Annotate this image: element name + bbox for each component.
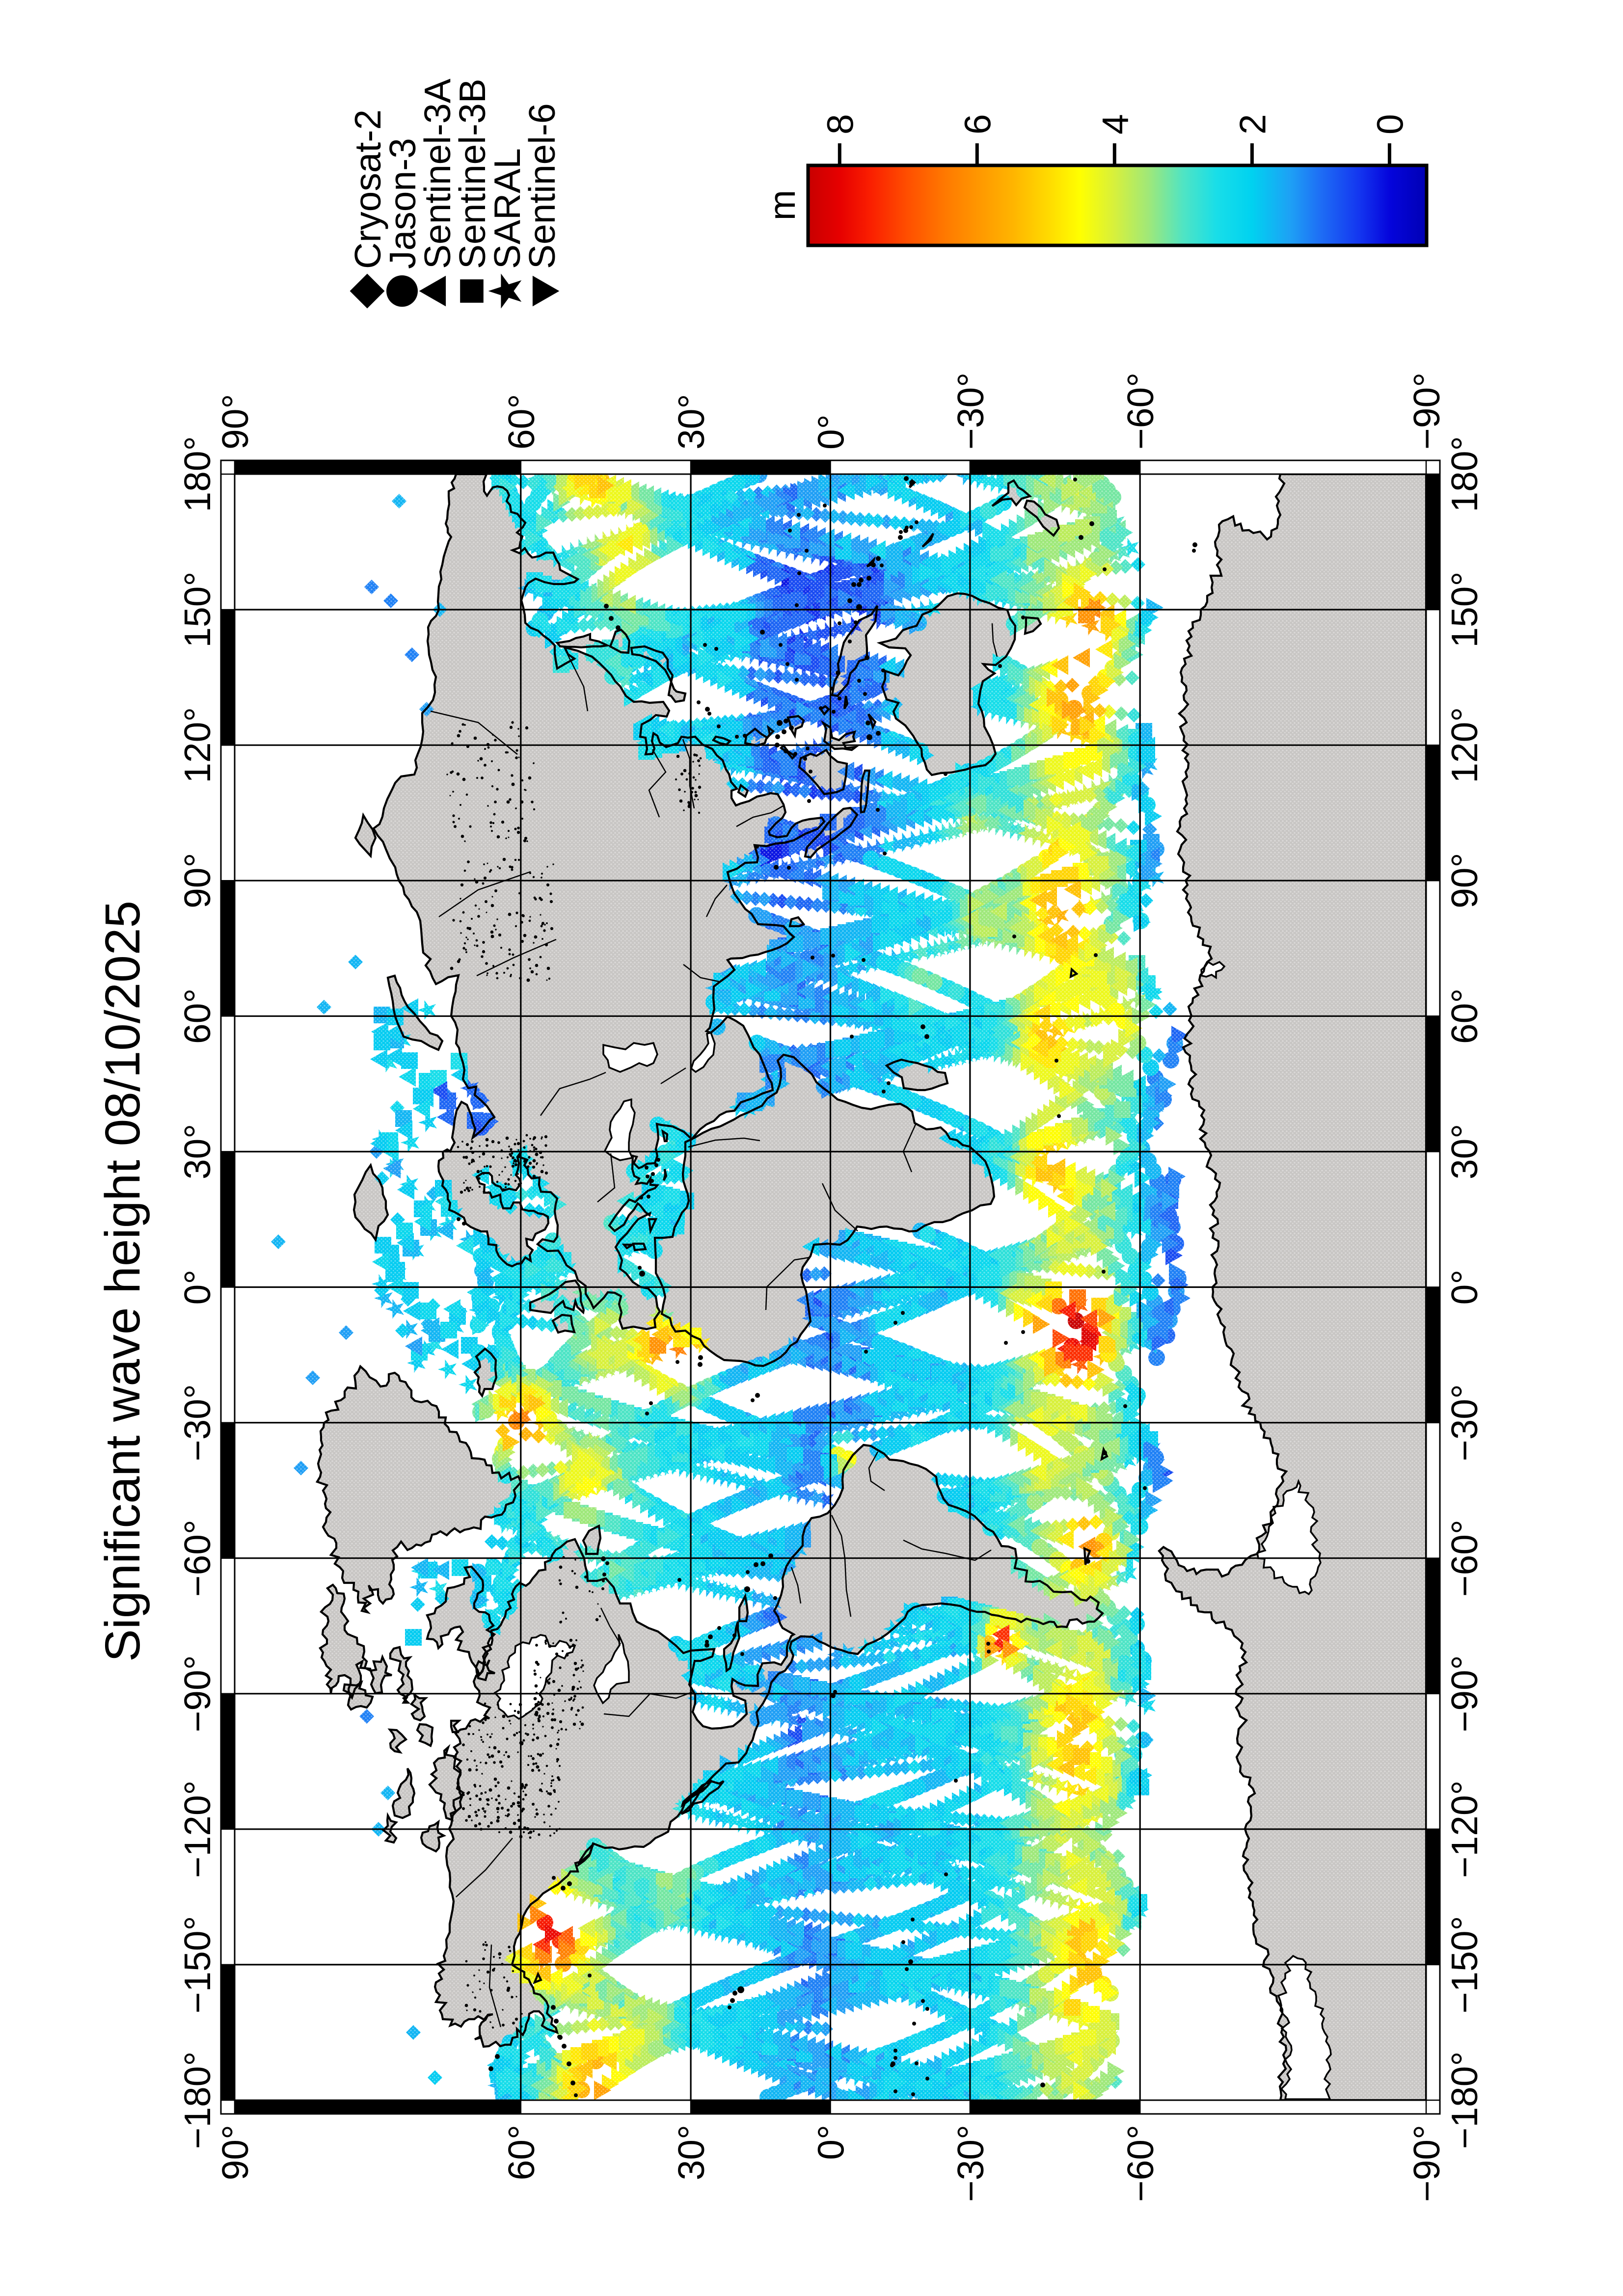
svg-text:90°: 90°	[215, 2125, 256, 2180]
svg-text:−150°: −150°	[1444, 1916, 1485, 2013]
svg-text:150°: 150°	[1444, 572, 1485, 648]
svg-text:−60°: −60°	[1120, 2125, 1161, 2202]
svg-text:−60°: −60°	[177, 1520, 218, 1597]
svg-text:−30°: −30°	[177, 1384, 218, 1461]
svg-text:Sentinel-6: Sentinel-6	[521, 103, 563, 269]
svg-text:Jason-3: Jason-3	[382, 138, 423, 269]
svg-text:SARAL: SARAL	[487, 148, 528, 269]
svg-text:30°: 30°	[177, 1124, 218, 1179]
svg-text:0°: 0°	[811, 414, 852, 450]
svg-text:−90°: −90°	[1406, 2125, 1447, 2202]
svg-text:−90°: −90°	[1444, 1655, 1485, 1732]
svg-text:8: 8	[819, 114, 861, 134]
svg-text:−150°: −150°	[177, 1916, 218, 2013]
svg-text:0: 0	[1369, 114, 1410, 134]
svg-text:90°: 90°	[215, 394, 256, 450]
svg-text:180°: 180°	[177, 436, 218, 512]
svg-text:60°: 60°	[501, 2125, 542, 2180]
svg-text:0°: 0°	[1444, 1270, 1485, 1305]
svg-text:90°: 90°	[1444, 853, 1485, 908]
svg-text:Sentinel-3B: Sentinel-3B	[452, 79, 493, 269]
svg-text:−30°: −30°	[1444, 1384, 1485, 1461]
svg-text:Sentinel-3A: Sentinel-3A	[417, 79, 458, 269]
svg-text:30°: 30°	[671, 2125, 712, 2180]
svg-text:90°: 90°	[177, 853, 218, 908]
svg-text:−90°: −90°	[1406, 373, 1447, 450]
svg-text:−30°: −30°	[950, 373, 991, 450]
svg-text:4: 4	[1094, 114, 1136, 134]
svg-text:m: m	[761, 190, 803, 220]
svg-text:6: 6	[957, 114, 998, 134]
svg-text:30°: 30°	[671, 394, 712, 450]
svg-text:180°: 180°	[1444, 436, 1485, 512]
svg-text:2: 2	[1232, 114, 1273, 134]
svg-text:120°: 120°	[177, 707, 218, 783]
svg-text:−120°: −120°	[1444, 1780, 1485, 1878]
svg-text:120°: 120°	[1444, 707, 1485, 783]
svg-text:Cryosat-2: Cryosat-2	[347, 109, 388, 269]
svg-text:−30°: −30°	[950, 2125, 991, 2202]
svg-text:−60°: −60°	[1120, 373, 1161, 450]
svg-text:150°: 150°	[177, 572, 218, 648]
svg-text:0°: 0°	[177, 1270, 218, 1305]
svg-text:30°: 30°	[1444, 1124, 1485, 1179]
svg-text:Significant wave height 08/10/: Significant wave height 08/10/2025	[95, 901, 150, 1662]
svg-text:−120°: −120°	[177, 1780, 218, 1878]
svg-text:−180°: −180°	[177, 2052, 218, 2149]
svg-text:−90°: −90°	[177, 1655, 218, 1732]
svg-text:60°: 60°	[177, 988, 218, 1044]
svg-text:60°: 60°	[1444, 988, 1485, 1044]
svg-text:60°: 60°	[501, 394, 542, 450]
svg-text:−60°: −60°	[1444, 1520, 1485, 1597]
svg-text:−180°: −180°	[1444, 2052, 1485, 2149]
svg-text:0°: 0°	[811, 2125, 852, 2160]
